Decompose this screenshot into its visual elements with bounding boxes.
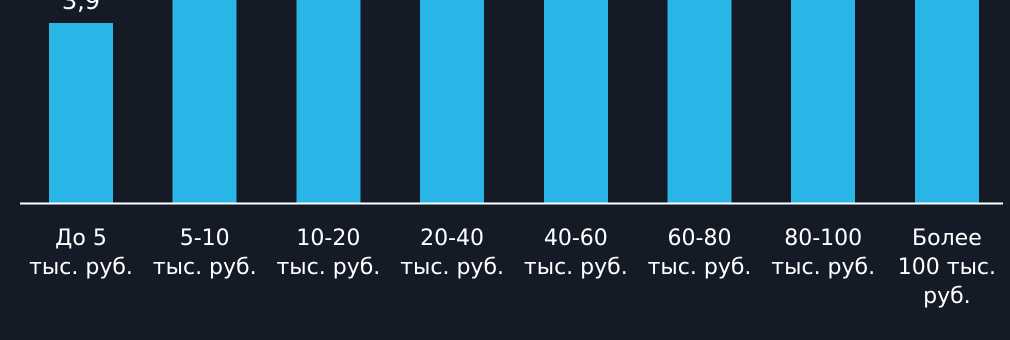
bar-1 xyxy=(49,23,113,203)
x-tick-label-7-line-2: тыс. руб. xyxy=(771,255,875,280)
x-tick-label-7: 80-100 тыс. руб. xyxy=(771,226,875,280)
bar-5 xyxy=(543,0,608,203)
x-tick-label-2: 5-10 тыс. руб. xyxy=(153,226,257,280)
x-tick-label-3-line-2: тыс. руб. xyxy=(276,255,380,280)
x-tick-label-6-line-1: 60-80 xyxy=(668,226,732,251)
x-tick-label-4-line-1: 20-40 xyxy=(420,226,484,251)
x-axis-tick-labels: До 5 тыс. руб. 5-10 тыс. руб. 10-20 тыс. руб.… xyxy=(29,226,996,309)
bar-4 xyxy=(420,0,485,203)
bars-group xyxy=(49,0,979,203)
x-tick-label-8: Более 100 тыс. руб. xyxy=(898,226,996,309)
x-tick-label-5-line-2: тыс. руб. xyxy=(524,255,628,280)
bar-7 xyxy=(791,0,856,203)
bar-8 xyxy=(914,0,979,203)
x-tick-label-3: 10-20 тыс. руб. xyxy=(276,226,380,280)
x-tick-label-1-line-2: тыс. руб. xyxy=(29,255,133,280)
x-tick-label-8-line-3: руб. xyxy=(923,284,971,309)
x-tick-label-2-line-1: 5-10 xyxy=(180,226,230,251)
x-tick-label-8-line-2: 100 тыс. xyxy=(898,255,996,280)
x-tick-label-6: 60-80 тыс. руб. xyxy=(648,226,752,280)
bar-3 xyxy=(296,0,361,203)
x-tick-label-8-line-1: Более xyxy=(912,226,982,251)
x-tick-label-5-line-1: 40-60 xyxy=(544,226,608,251)
data-label-1: 3,9 xyxy=(62,0,100,15)
bar-2 xyxy=(172,0,237,203)
x-tick-label-1-line-1: До 5 xyxy=(55,226,107,251)
value-labels-group: 3,94,24,44,34,64,34,44,6 xyxy=(62,0,100,15)
x-tick-label-4-line-2: тыс. руб. xyxy=(400,255,504,280)
x-tick-label-3-line-1: 10-20 xyxy=(296,226,360,251)
x-tick-label-7-line-1: 80-100 xyxy=(784,226,862,251)
x-tick-label-2-line-2: тыс. руб. xyxy=(153,255,257,280)
bar-6 xyxy=(667,0,732,203)
x-tick-label-6-line-2: тыс. руб. xyxy=(648,255,752,280)
x-tick-label-4: 20-40 тыс. руб. xyxy=(400,226,504,280)
x-tick-label-5: 40-60 тыс. руб. xyxy=(524,226,628,280)
x-tick-label-1: До 5 тыс. руб. xyxy=(29,226,133,280)
